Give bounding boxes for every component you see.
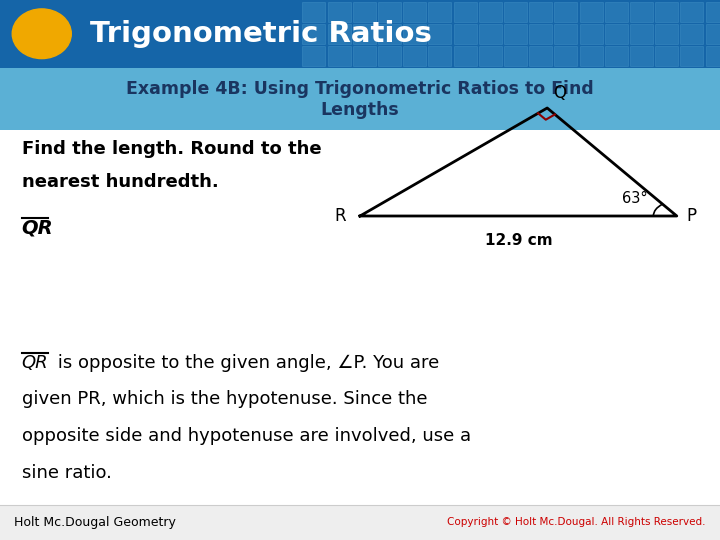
Text: sine ratio.: sine ratio. <box>22 464 112 482</box>
Bar <box>378 24 401 44</box>
Text: opposite side and hypotenuse are involved, use a: opposite side and hypotenuse are involve… <box>22 427 471 445</box>
Bar <box>353 24 376 44</box>
Text: QR: QR <box>22 219 53 238</box>
Bar <box>378 2 401 22</box>
Bar <box>605 24 628 44</box>
Text: 12.9 cm: 12.9 cm <box>485 233 552 248</box>
Bar <box>504 24 527 44</box>
Bar <box>0 0 720 68</box>
Bar <box>302 46 325 66</box>
Bar <box>353 46 376 66</box>
Bar <box>479 2 502 22</box>
Text: Lengths: Lengths <box>320 102 400 119</box>
Text: given PR, which is the hypotenuse. Since the: given PR, which is the hypotenuse. Since… <box>22 390 427 408</box>
Bar <box>554 2 577 22</box>
Text: Example 4B: Using Trigonometric Ratios to Find: Example 4B: Using Trigonometric Ratios t… <box>126 80 594 98</box>
Bar <box>655 24 678 44</box>
Bar <box>328 2 351 22</box>
Bar <box>706 2 720 22</box>
Bar <box>353 2 376 22</box>
Bar <box>680 2 703 22</box>
Bar <box>328 24 351 44</box>
Bar <box>706 46 720 66</box>
Bar <box>680 24 703 44</box>
Bar <box>554 46 577 66</box>
Bar <box>706 24 720 44</box>
Text: R: R <box>334 207 346 225</box>
Bar <box>580 2 603 22</box>
Bar <box>529 2 552 22</box>
Bar <box>454 2 477 22</box>
Bar <box>605 46 628 66</box>
Text: is opposite to the given angle, ∠P. You are: is opposite to the given angle, ∠P. You … <box>52 354 439 372</box>
Bar <box>580 46 603 66</box>
Bar <box>0 68 720 130</box>
Bar <box>0 505 720 540</box>
Text: Holt Mc.Dougal Geometry: Holt Mc.Dougal Geometry <box>14 516 176 529</box>
Bar <box>655 2 678 22</box>
Text: QR: QR <box>22 354 48 372</box>
Ellipse shape <box>12 9 71 58</box>
Bar <box>554 24 577 44</box>
Text: Copyright © Holt Mc.Dougal. All Rights Reserved.: Copyright © Holt Mc.Dougal. All Rights R… <box>447 517 706 528</box>
Bar <box>479 46 502 66</box>
Bar <box>479 24 502 44</box>
Bar <box>302 24 325 44</box>
Text: Trigonometric Ratios: Trigonometric Ratios <box>90 20 432 48</box>
Text: Find the length. Round to the: Find the length. Round to the <box>22 140 321 158</box>
Bar <box>428 2 451 22</box>
Bar <box>680 46 703 66</box>
Bar <box>630 24 653 44</box>
Bar <box>454 46 477 66</box>
Bar <box>428 46 451 66</box>
Bar <box>529 46 552 66</box>
Bar <box>630 2 653 22</box>
Bar <box>605 2 628 22</box>
Text: nearest hundredth.: nearest hundredth. <box>22 173 218 191</box>
Bar <box>529 24 552 44</box>
Bar <box>403 24 426 44</box>
Bar <box>504 46 527 66</box>
Bar <box>378 46 401 66</box>
Text: P: P <box>686 207 696 225</box>
Bar <box>504 2 527 22</box>
Bar <box>428 24 451 44</box>
Bar <box>302 2 325 22</box>
Bar <box>454 24 477 44</box>
Text: 63°: 63° <box>622 191 648 206</box>
Bar <box>655 46 678 66</box>
Bar <box>403 46 426 66</box>
Text: Q: Q <box>553 84 566 102</box>
Bar <box>328 46 351 66</box>
Bar <box>630 46 653 66</box>
Bar <box>403 2 426 22</box>
Bar <box>580 24 603 44</box>
